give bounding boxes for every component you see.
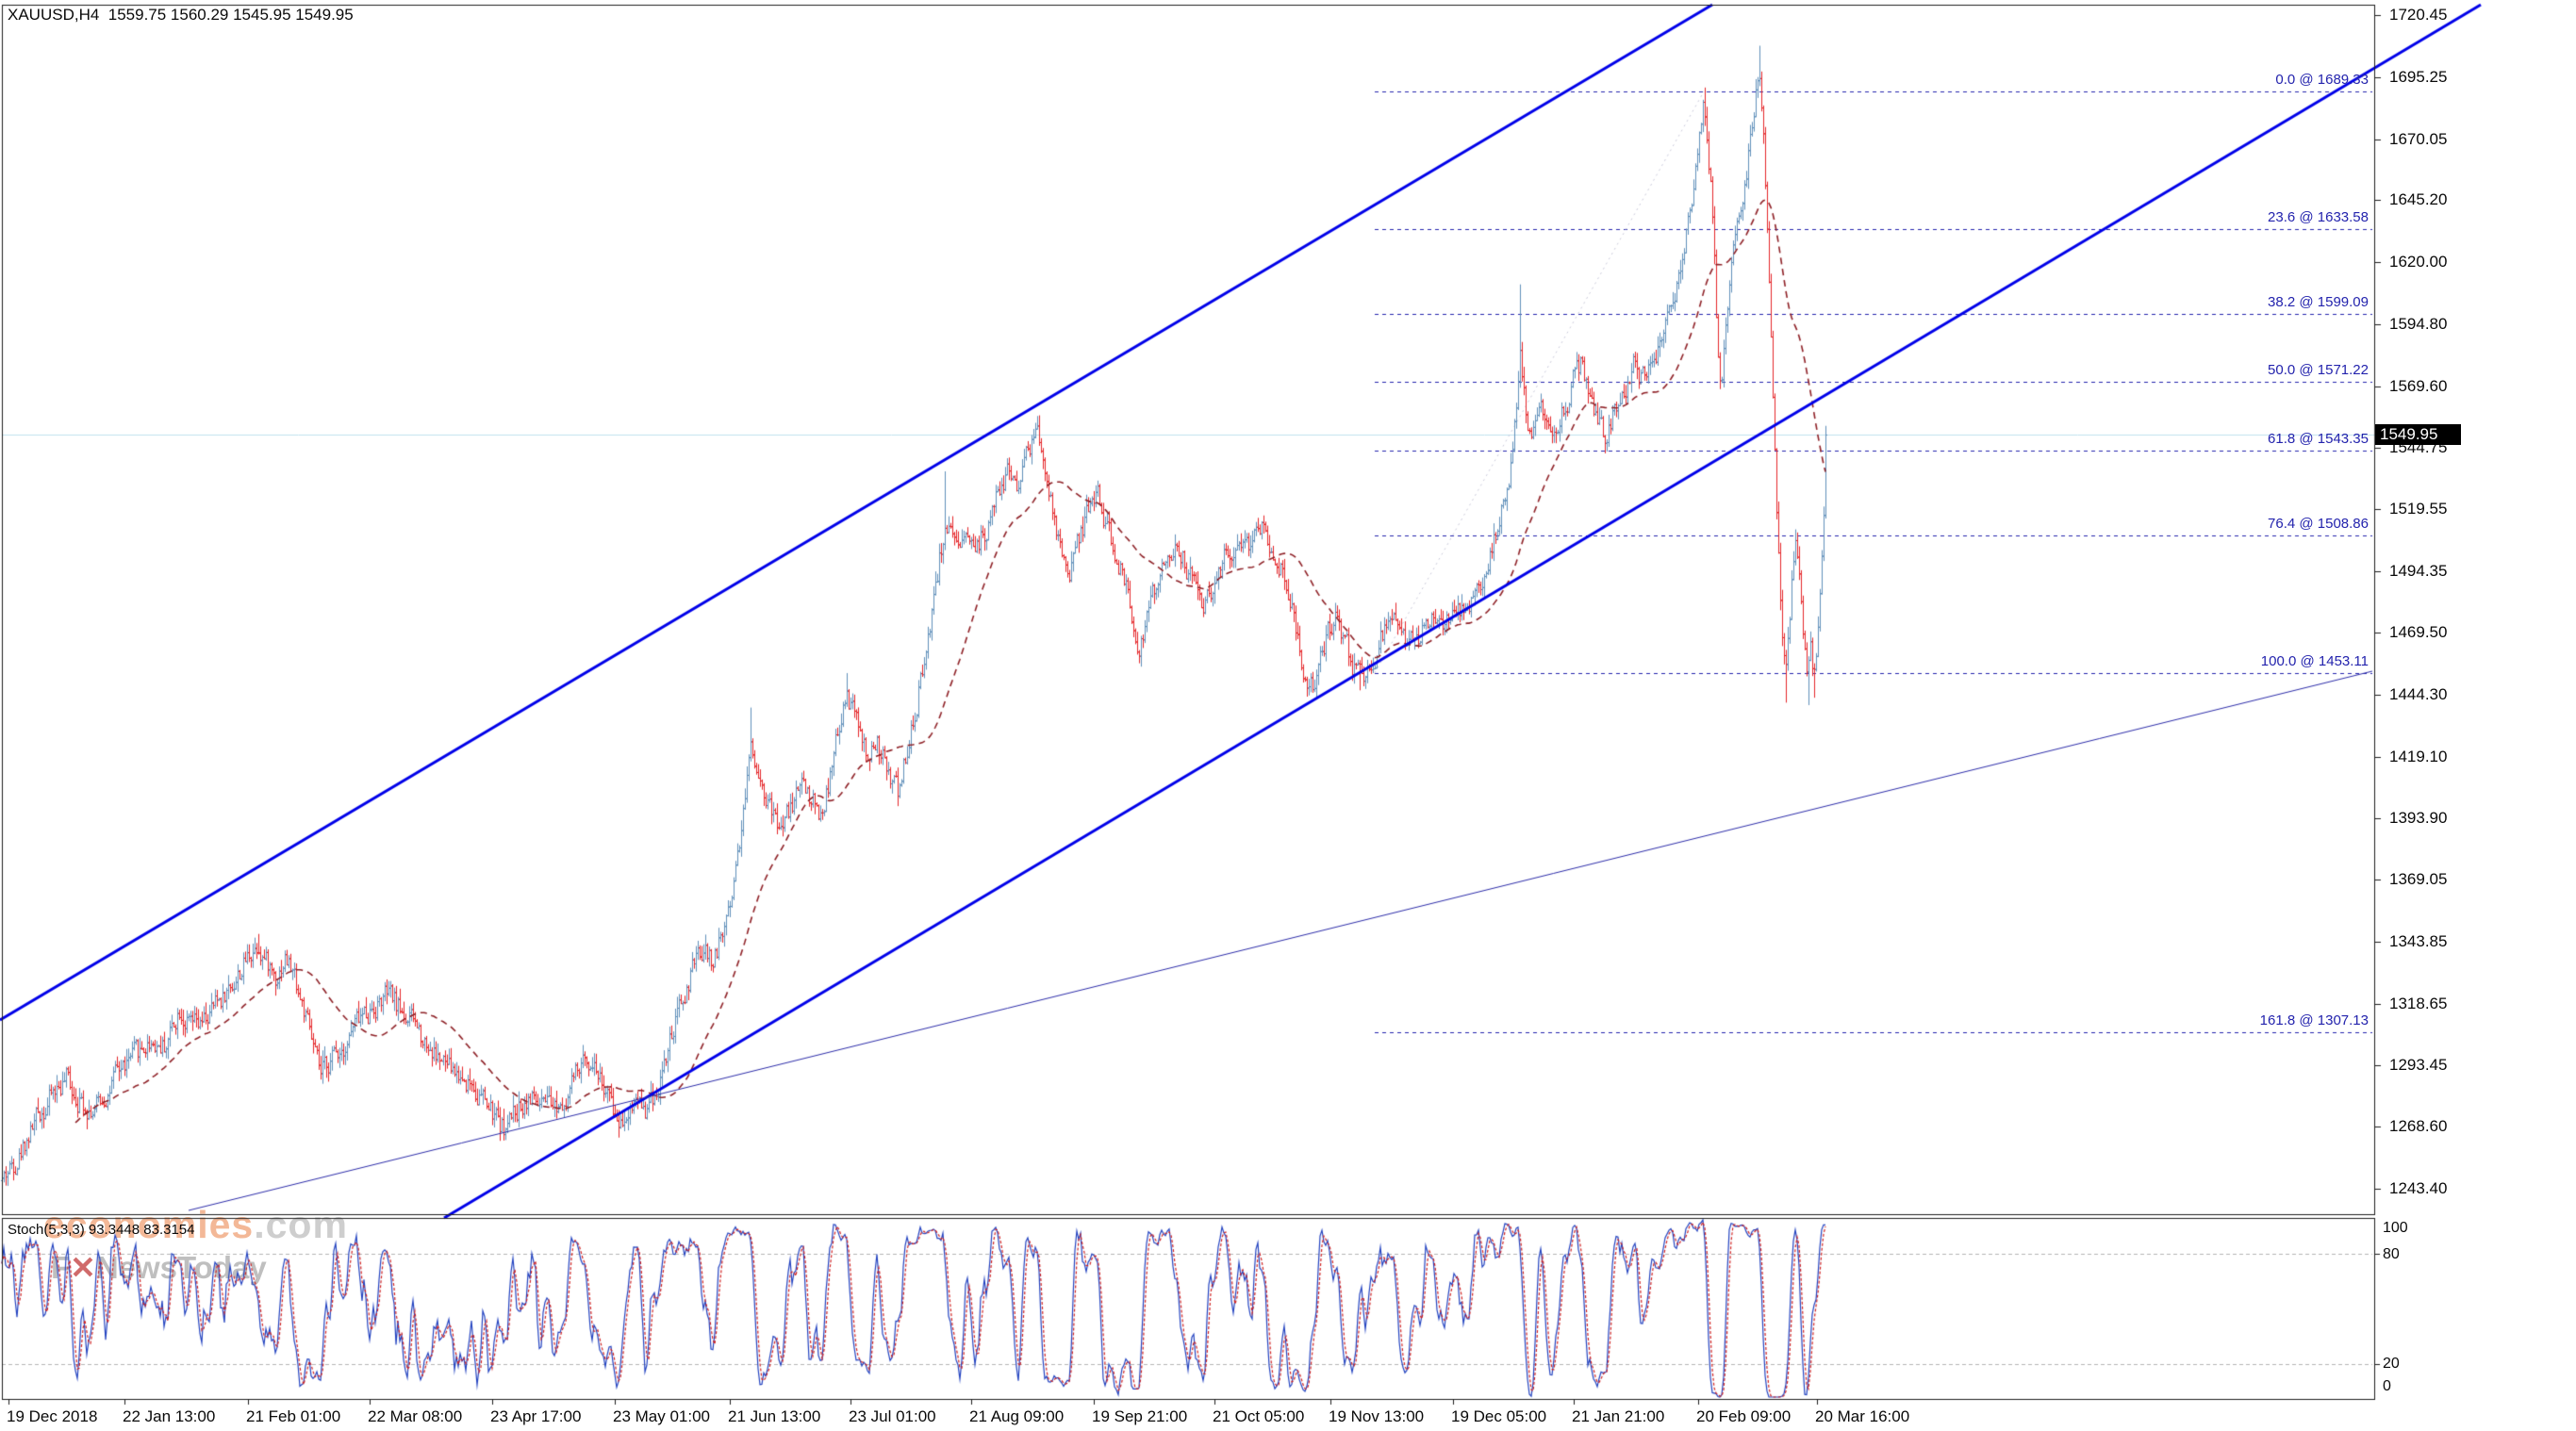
price-tick-label: 1469.50 — [2389, 623, 2448, 641]
time-tick-label: 23 Apr 17:00 — [490, 1407, 582, 1425]
price-tick-label: 1393.90 — [2389, 809, 2448, 827]
time-tick-label: 21 Jan 21:00 — [1572, 1407, 1665, 1425]
price-tick-label: 1343.85 — [2389, 932, 2448, 950]
price-tick-label: 1720.45 — [2389, 6, 2448, 24]
price-tick-label: 1293.45 — [2389, 1056, 2448, 1074]
price-tick-label: 1695.25 — [2389, 68, 2448, 86]
price-tick-label: 1569.60 — [2389, 377, 2448, 395]
time-tick-label: 19 Nov 13:00 — [1329, 1407, 1425, 1425]
price-tick-label: 1594.80 — [2389, 315, 2448, 333]
fib-level-label: 0.0 @ 1689.33 — [2275, 72, 2369, 89]
price-tick-label: 1444.30 — [2389, 685, 2448, 703]
fib-level-label: 100.0 @ 1453.11 — [2260, 652, 2369, 669]
time-tick-label: 21 Oct 05:00 — [1213, 1407, 1305, 1425]
time-tick-label: 19 Sep 21:00 — [1092, 1407, 1188, 1425]
price-tick-label: 1519.55 — [2389, 500, 2448, 518]
fib-level-label: 50.0 @ 1571.22 — [2268, 362, 2369, 379]
time-tick-label: 21 Aug 09:00 — [969, 1407, 1065, 1425]
indicator-tick-label: 20 — [2383, 1356, 2400, 1372]
time-tick-label: 22 Mar 08:00 — [368, 1407, 463, 1425]
fib-level-label: 38.2 @ 1599.09 — [2268, 293, 2369, 310]
fib-level-label: 161.8 @ 1307.13 — [2259, 1012, 2369, 1028]
price-tick-label: 1620.00 — [2389, 253, 2448, 271]
fib-level-label: 61.8 @ 1543.35 — [2268, 431, 2369, 448]
price-tick-label: 1369.05 — [2389, 870, 2448, 888]
chart-title-ohlc: XAUUSD,H4 1559.75 1560.29 1545.95 1549.9… — [8, 6, 354, 24]
price-tick-label: 1268.60 — [2389, 1117, 2448, 1135]
fib-level-label: 23.6 @ 1633.58 — [2268, 208, 2369, 225]
time-tick-label: 19 Dec 2018 — [7, 1407, 98, 1425]
time-tick-label: 19 Dec 05:00 — [1451, 1407, 1547, 1425]
time-tick-label: 20 Feb 09:00 — [1696, 1407, 1792, 1425]
price-tick-label: 1419.10 — [2389, 748, 2448, 765]
price-tick-label: 1670.05 — [2389, 130, 2448, 148]
time-tick-label: 23 Jul 01:00 — [849, 1407, 936, 1425]
time-tick-label: 22 Jan 13:00 — [123, 1407, 216, 1425]
price-tick-label: 1494.35 — [2389, 562, 2448, 580]
time-tick-label: 21 Jun 13:00 — [728, 1407, 821, 1425]
time-tick-label: 23 May 01:00 — [613, 1407, 711, 1425]
indicator-tick-label: 100 — [2383, 1220, 2408, 1236]
indicator-tick-label: 80 — [2383, 1246, 2400, 1262]
time-tick-label: 21 Feb 01:00 — [246, 1407, 341, 1425]
indicator-tick-label: 0 — [2383, 1378, 2391, 1394]
indicator-label: Stoch(5,3,3) 93.3448 83.3154 — [8, 1222, 195, 1238]
time-tick-label: 20 Mar 16:00 — [1815, 1407, 1910, 1425]
current-price-tag: 1549.95 — [2375, 424, 2461, 445]
price-tick-label: 1645.20 — [2389, 190, 2448, 208]
price-tick-label: 1243.40 — [2389, 1179, 2448, 1197]
price-tick-label: 1318.65 — [2389, 995, 2448, 1012]
fib-level-label: 76.4 @ 1508.86 — [2268, 516, 2369, 533]
